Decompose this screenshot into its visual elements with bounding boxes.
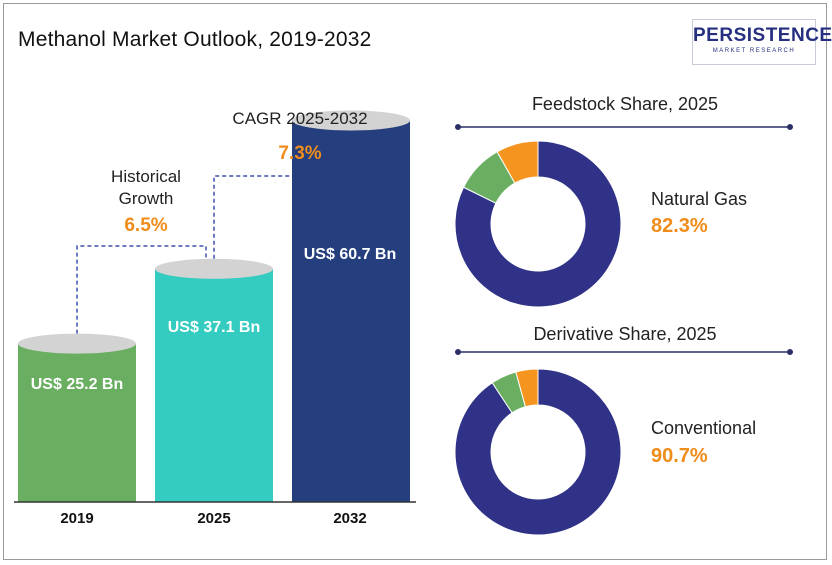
feedstock-title: Feedstock Share, 2025 — [531, 94, 719, 114]
feedstock-slice-2 — [496, 140, 539, 184]
bar-group — [14, 110, 416, 503]
chart-title: Methanol Market Outlook, 2019-2032 — [18, 28, 372, 51]
feedstock-highlight-label: Natural Gas — [651, 189, 748, 209]
x-tick-2019: 2019 — [60, 510, 94, 527]
feedstock-divider-dot-left — [455, 124, 461, 130]
bar-2032 — [292, 120, 410, 502]
logo-tagline: MARKET RESEARCH — [712, 48, 796, 54]
historical-growth-connector — [76, 245, 207, 334]
bar-2019 — [18, 343, 136, 502]
feedstock-slice-0 — [454, 140, 622, 308]
bar-cap-2025 — [155, 258, 273, 279]
logo-name: PERSISTENCE — [693, 25, 832, 46]
bar-value-label-2032: US$ 60.7 Bn — [303, 246, 397, 263]
bar-cap-2019 — [18, 333, 136, 354]
persistence-logo: PERSISTENCE MARKET RESEARCH — [692, 19, 832, 65]
feedstock-highlight-value: 82.3% — [651, 215, 708, 237]
derivative-slice-0 — [454, 368, 622, 536]
x-tick-2025: 2025 — [197, 510, 231, 527]
cagr-label: CAGR 2025-2032 — [232, 109, 368, 128]
x-tick-2032: 2032 — [333, 510, 367, 527]
historical-growth-value: 6.5% — [124, 215, 168, 236]
bar-cap-2032 — [292, 110, 410, 131]
chart-frame — [3, 3, 827, 560]
derivative-slice-2 — [515, 368, 539, 408]
derivative-highlight-value: 90.7% — [651, 445, 708, 467]
derivative-divider-dot-left — [455, 349, 461, 355]
feedstock-divider-dot-right — [787, 124, 793, 130]
donut-group — [454, 124, 793, 536]
cagr-value: 7.3% — [278, 143, 322, 164]
derivative-divider-dot-right — [787, 349, 793, 355]
historical-growth-label: Historical Growth — [111, 167, 181, 208]
bar-value-label-2025: US$ 37.1 Bn — [167, 319, 261, 336]
derivative-highlight-label: Conventional — [651, 418, 757, 438]
bar-2025 — [155, 268, 273, 502]
derivative-title: Derivative Share, 2025 — [533, 324, 717, 344]
bar-value-label-2019: US$ 25.2 Bn — [30, 376, 124, 393]
